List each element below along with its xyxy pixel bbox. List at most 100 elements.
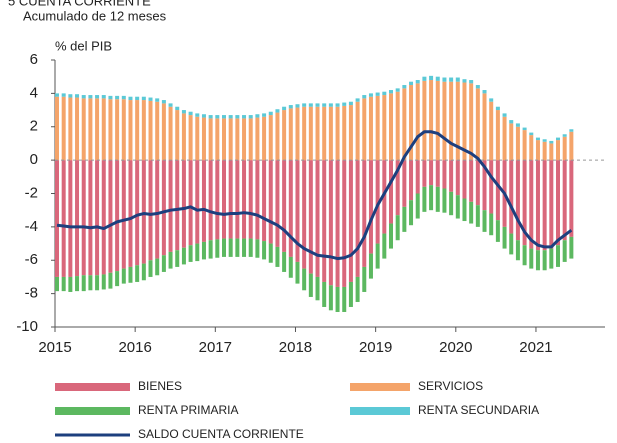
bar [168, 103, 173, 107]
bar [469, 83, 474, 161]
bar [248, 160, 253, 239]
bar [242, 160, 247, 239]
bar [215, 115, 220, 119]
bar [288, 108, 293, 161]
y-tick-label: 6 [30, 51, 38, 68]
bar [455, 81, 460, 161]
bar [108, 95, 113, 100]
bar [288, 160, 293, 257]
bar [455, 77, 460, 82]
bar [161, 255, 166, 272]
bar [81, 275, 86, 292]
bar [262, 116, 267, 161]
bar [88, 98, 93, 161]
bar [121, 268, 126, 284]
bar [308, 273, 313, 297]
bar [348, 101, 353, 106]
bar [395, 215, 400, 241]
bar [362, 98, 367, 161]
bar [208, 240, 213, 259]
bar [556, 245, 560, 267]
bar [328, 106, 333, 161]
bar [355, 276, 360, 302]
bar [469, 201, 474, 224]
bar [535, 140, 540, 161]
bar [562, 134, 567, 137]
bar [368, 96, 373, 161]
bar [121, 99, 126, 161]
y-tick-label: 0 [30, 151, 38, 168]
bar [75, 94, 80, 98]
bar [382, 160, 387, 234]
bar [101, 160, 106, 275]
legend-label: BIENES [138, 379, 182, 393]
bar [375, 160, 380, 244]
bar [308, 103, 313, 107]
bar [482, 160, 487, 211]
bar [268, 243, 273, 263]
bar [155, 160, 160, 259]
bar [295, 104, 300, 108]
bar [455, 160, 460, 196]
bar [449, 191, 454, 216]
bar [161, 160, 166, 256]
bar [322, 103, 327, 107]
bar [335, 106, 340, 161]
y-tick-label: -6 [25, 251, 38, 268]
bar [389, 223, 393, 249]
bar [348, 105, 353, 161]
bar [402, 88, 407, 161]
bar [248, 115, 253, 119]
bar [435, 80, 440, 161]
bar [88, 160, 93, 276]
bar [375, 243, 380, 269]
bar [315, 276, 320, 301]
bar [242, 115, 247, 119]
bar [475, 88, 480, 161]
bar [395, 88, 400, 92]
bar [95, 160, 100, 276]
bar [562, 240, 567, 262]
bar [322, 160, 327, 282]
bar [282, 106, 287, 111]
bar [255, 114, 260, 118]
bar [201, 241, 206, 260]
bar [135, 100, 140, 161]
bar [155, 258, 160, 276]
bar [556, 137, 560, 141]
bar [482, 210, 487, 232]
bar [529, 135, 534, 161]
bar [549, 160, 554, 249]
bar [295, 261, 300, 284]
bar [409, 160, 414, 201]
bar [181, 113, 186, 161]
bar [128, 160, 133, 267]
bar [509, 160, 514, 234]
bar [308, 106, 313, 161]
bar [348, 281, 353, 307]
bar [81, 95, 86, 99]
bar [115, 160, 120, 272]
bar [148, 260, 153, 277]
bar [208, 118, 213, 161]
bar [562, 136, 567, 161]
bar [168, 106, 173, 161]
bar [148, 97, 153, 101]
bar [435, 76, 440, 81]
bar [255, 239, 260, 258]
bar [362, 160, 367, 267]
bar [489, 98, 494, 102]
bar [195, 243, 200, 262]
bar [328, 103, 333, 107]
bar [522, 127, 527, 131]
bar [529, 132, 534, 136]
x-tick-label: 2019 [359, 339, 392, 356]
bar [362, 266, 367, 292]
bar [175, 160, 180, 251]
bar [375, 95, 380, 161]
bar [515, 126, 520, 161]
bar [161, 103, 166, 161]
bar [395, 160, 400, 216]
bar [288, 105, 293, 109]
bar [415, 83, 420, 161]
